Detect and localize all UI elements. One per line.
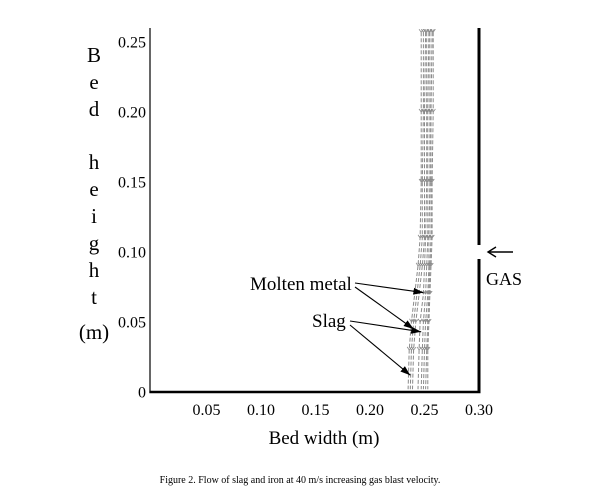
x-tick-label: 0.05 [193,402,221,419]
y-axis-title-char: e [89,177,99,201]
y-tick-label: 0.25 [118,35,146,52]
flow-trace [409,28,426,390]
annotation-slag: Slag [312,311,346,332]
x-tick-label: 0.15 [302,402,330,419]
flow-trace [411,28,429,390]
x-tick-label: 0.25 [411,402,439,419]
y-axis-title-char: g [88,231,100,255]
gas-inlet-group: GAS [486,246,522,289]
annotations-group: Molten metal Slag [250,274,424,376]
y-axis-title-char: B [86,43,101,67]
y-axis-title-char: h [88,150,100,174]
y-tick-label: 0.10 [118,245,146,262]
x-tick-label: 0.10 [247,402,275,419]
x-tick-label: 0.20 [356,402,384,419]
y-axis-title-char: t [91,285,97,309]
flow-trace [425,28,436,390]
figure-caption: Figure 2. Flow of slag and iron at 40 m/… [159,475,441,486]
y-tick-label: 0 [138,385,146,402]
y-tick-label: 0.15 [118,175,146,192]
y-axis-title-char: (m) [78,320,110,344]
axes-group [149,28,481,394]
y-axis-title-gap [77,123,111,149]
y-axis-title-char: h [88,258,100,282]
y-axis-title-char: d [88,97,100,121]
flow-trace [422,28,433,390]
traces-group [406,28,436,390]
y-axis-title-gap [77,311,111,319]
annotation-molten-metal: Molten metal [250,274,352,295]
x-tick-label: 0.30 [465,402,493,419]
annotation-arrow [354,282,424,295]
ticks-group: 0 0.05 0.10 0.15 0.20 0.25 0.05 0.10 0.15 0.20 0.2… [118,35,493,420]
annotation-arrow [349,324,411,376]
y-tick-label: 0.20 [118,105,146,122]
y-tick-label: 0.05 [118,315,146,332]
annotation-arrow [349,320,422,334]
y-axis-title-char: e [89,70,99,94]
annotation-arrow [354,286,414,330]
x-axis-title: Bed width (m) [268,428,380,449]
y-axis-title-char: i [91,204,97,228]
gas-label: GAS [486,269,522,289]
